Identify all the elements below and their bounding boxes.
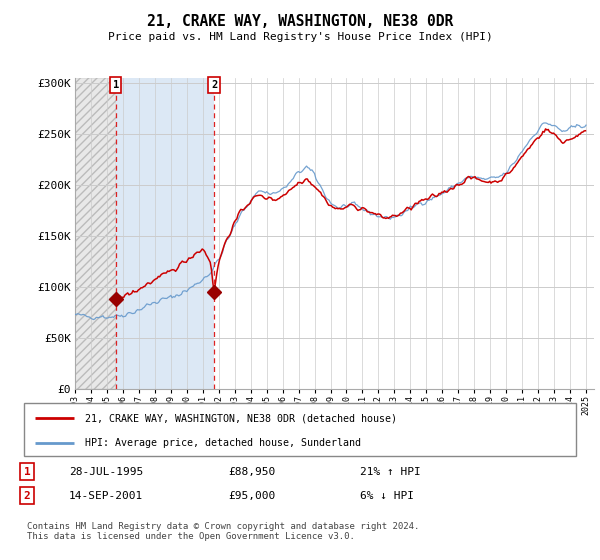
Text: 21, CRAKE WAY, WASHINGTON, NE38 0DR: 21, CRAKE WAY, WASHINGTON, NE38 0DR — [147, 14, 453, 29]
Text: 6% ↓ HPI: 6% ↓ HPI — [360, 491, 414, 501]
FancyBboxPatch shape — [24, 403, 576, 456]
Text: £95,000: £95,000 — [228, 491, 275, 501]
Text: Contains HM Land Registry data © Crown copyright and database right 2024.
This d: Contains HM Land Registry data © Crown c… — [27, 522, 419, 542]
Text: 1: 1 — [113, 80, 119, 90]
Text: 2: 2 — [211, 80, 217, 90]
Text: Price paid vs. HM Land Registry's House Price Index (HPI): Price paid vs. HM Land Registry's House … — [107, 32, 493, 43]
Text: 1: 1 — [23, 466, 31, 477]
Text: £88,950: £88,950 — [228, 466, 275, 477]
Text: 28-JUL-1995: 28-JUL-1995 — [69, 466, 143, 477]
Text: 2: 2 — [23, 491, 31, 501]
Text: HPI: Average price, detached house, Sunderland: HPI: Average price, detached house, Sund… — [85, 438, 361, 448]
Text: 14-SEP-2001: 14-SEP-2001 — [69, 491, 143, 501]
Text: 21, CRAKE WAY, WASHINGTON, NE38 0DR (detached house): 21, CRAKE WAY, WASHINGTON, NE38 0DR (det… — [85, 413, 397, 423]
Text: 21% ↑ HPI: 21% ↑ HPI — [360, 466, 421, 477]
